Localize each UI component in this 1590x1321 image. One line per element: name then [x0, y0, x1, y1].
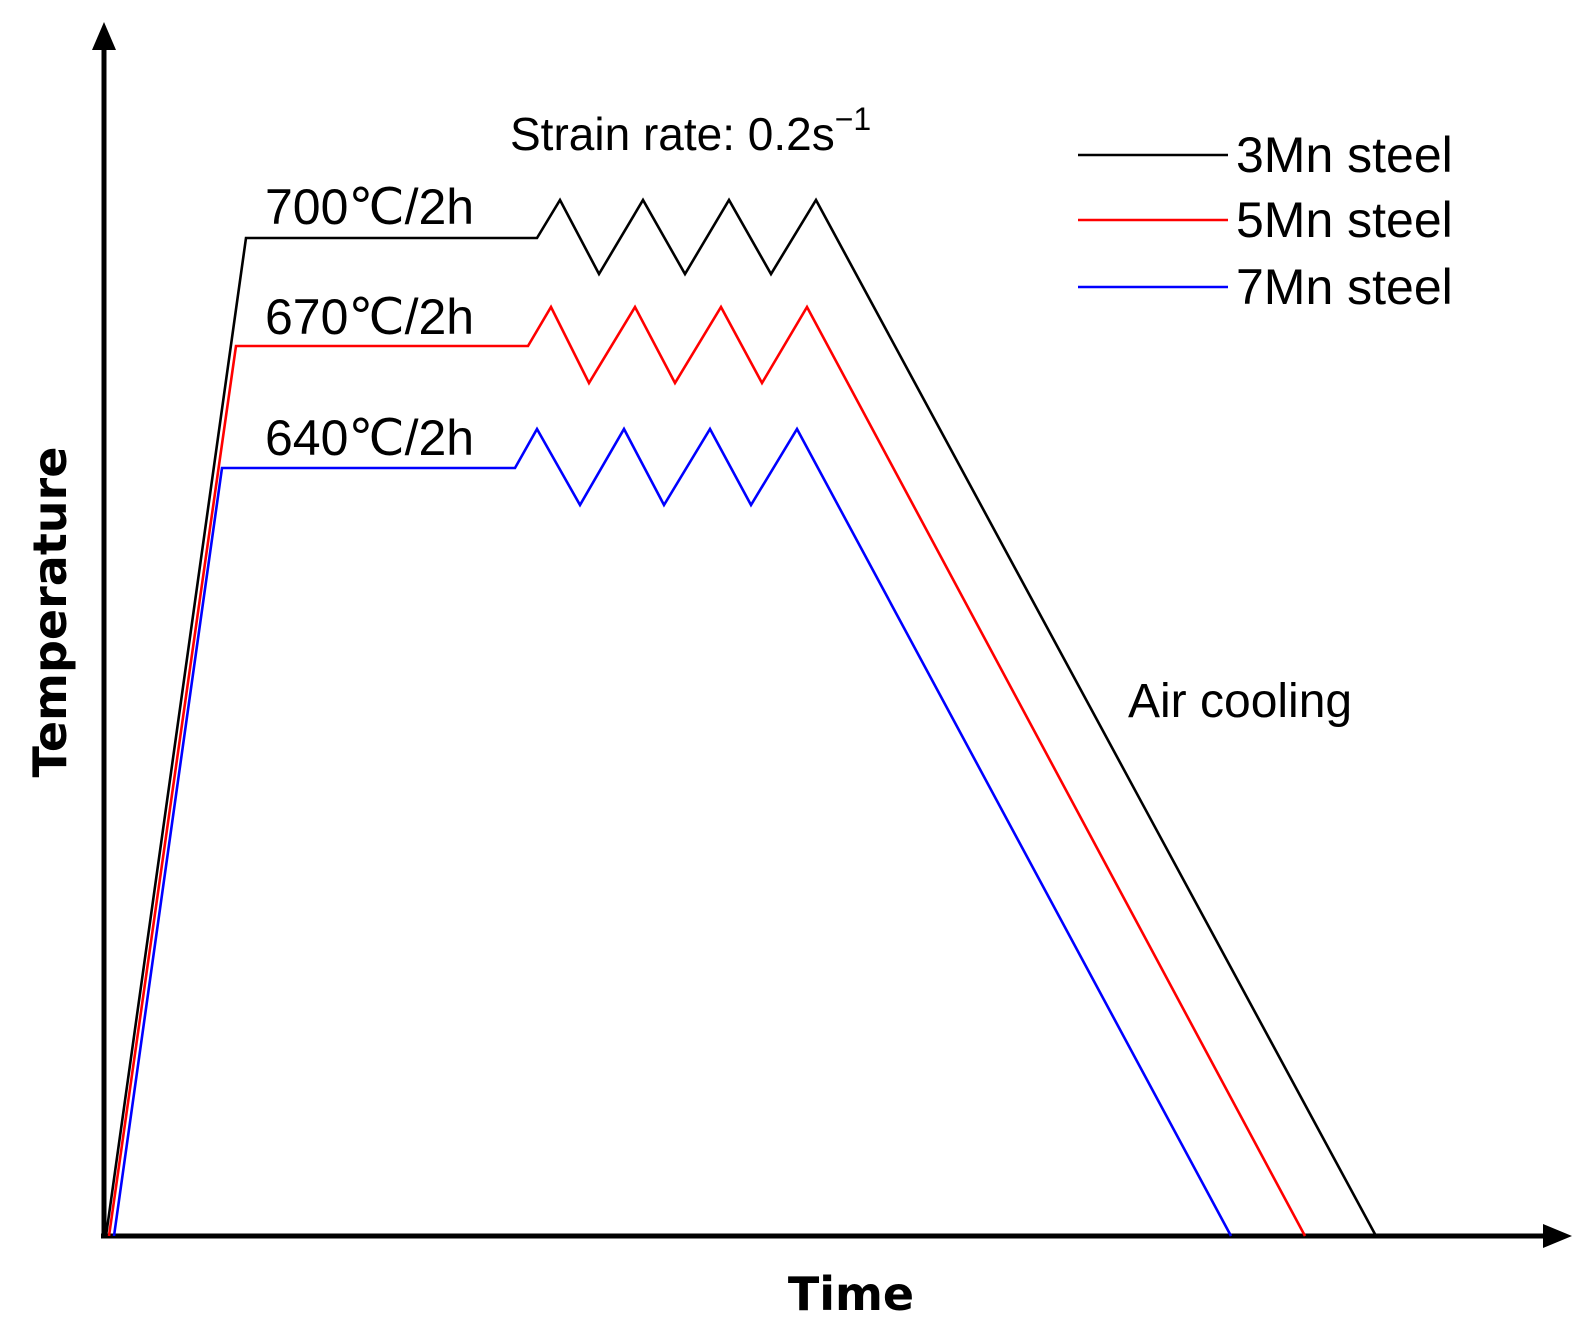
y-axis-title: Temperature — [23, 447, 77, 778]
legend-label-5mn-steel: 5Mn steel — [1236, 192, 1453, 248]
hold-label-7mn-steel: 640℃/2h — [265, 410, 474, 466]
air-cooling-label: Air cooling — [1128, 675, 1352, 728]
legend-label-3mn-steel: 3Mn steel — [1236, 127, 1453, 183]
hold-label-3mn-steel: 700℃/2h — [265, 179, 474, 235]
legend: 3Mn steel 5Mn steel 7Mn steel — [1078, 127, 1453, 315]
strain-rate-text: Strain rate: 0.2s — [510, 108, 835, 160]
legend-label-7mn-steel: 7Mn steel — [1236, 259, 1453, 315]
strain-rate-label: Strain rate: 0.2s−1 — [510, 101, 871, 160]
strain-rate-exponent: −1 — [835, 101, 871, 137]
x-axis-arrowhead — [1543, 1224, 1572, 1248]
hold-labels: 700℃/2h 670℃/2h 640℃/2h — [265, 179, 474, 466]
process-curve-5mn-steel — [107, 304, 1307, 1237]
process-curves — [104, 197, 1378, 1237]
y-axis-arrowhead — [92, 22, 116, 50]
process-curve-7mn-steel — [112, 426, 1233, 1237]
hold-label-5mn-steel: 670℃/2h — [265, 289, 474, 345]
x-axis-title: Time — [788, 1267, 914, 1321]
process-curve-3mn-steel — [104, 197, 1378, 1237]
